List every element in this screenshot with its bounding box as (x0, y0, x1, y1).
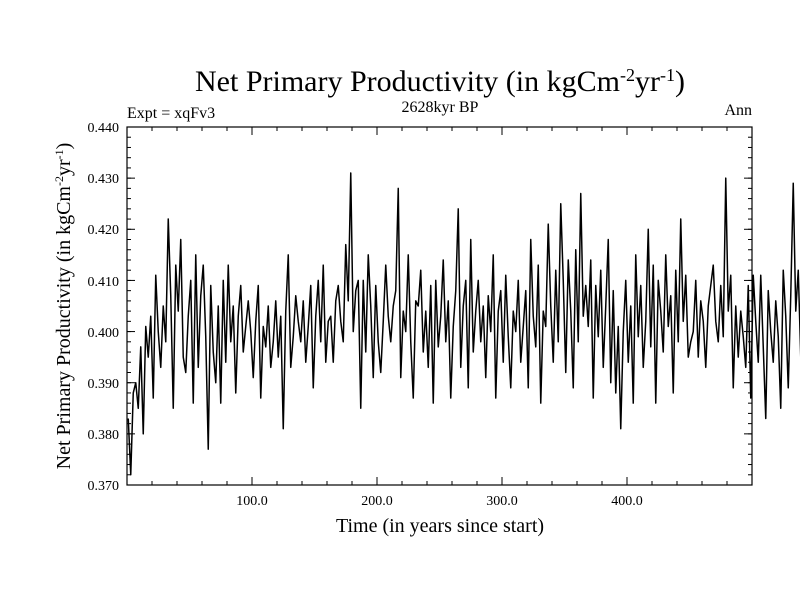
title-sup-1: -2 (620, 65, 635, 85)
series-line-npp (127, 172, 800, 476)
chart-subtitle: 2628kyr BP (402, 99, 479, 116)
ylabel-mid: yr (53, 159, 75, 176)
series-group (127, 172, 800, 476)
title-sup-2: -1 (660, 65, 675, 85)
y-tick-label: 0.390 (88, 377, 120, 392)
y-tick-labels: 0.370 0.380 0.390 0.400 0.410 0.420 0.43… (88, 121, 120, 494)
chart-title: Net Primary Productivity (in kgCm-2yr-1) (195, 65, 685, 98)
y-tick-label: 0.440 (88, 121, 120, 136)
x-tick-label: 400.0 (611, 494, 643, 509)
x-tick-label: 100.0 (236, 494, 268, 509)
ylabel-main: Net Primary Productivity (in kgCm (53, 186, 75, 470)
x-tick-labels: 100.0 200.0 300.0 400.0 (236, 494, 643, 509)
y-tick-label: 0.430 (88, 172, 120, 187)
y-axis-title: Net Primary Productivity (in kgCm-2yr-1) (52, 143, 75, 470)
season-label: Ann (724, 102, 752, 119)
ylabel-end: ) (53, 143, 75, 150)
y-tick-label: 0.370 (88, 479, 120, 494)
y-tick-label: 0.400 (88, 326, 120, 341)
y-tick-label: 0.420 (88, 223, 120, 238)
y-tick-label: 0.380 (88, 428, 120, 443)
axis-ticks (126, 126, 753, 486)
y-tick-label: 0.410 (88, 275, 120, 290)
title-main: Net Primary Productivity (in kgCm (195, 65, 620, 98)
ylabel-sup-1: -2 (52, 176, 66, 186)
ylabel-sup-2: -1 (52, 149, 66, 159)
experiment-label: Expt = xqFv3 (127, 105, 215, 122)
x-tick-label: 300.0 (486, 494, 518, 509)
title-mid: yr (635, 65, 660, 98)
title-end: ) (675, 65, 685, 98)
x-tick-label: 200.0 (361, 494, 393, 509)
x-axis-title: Time (in years since start) (336, 515, 544, 537)
